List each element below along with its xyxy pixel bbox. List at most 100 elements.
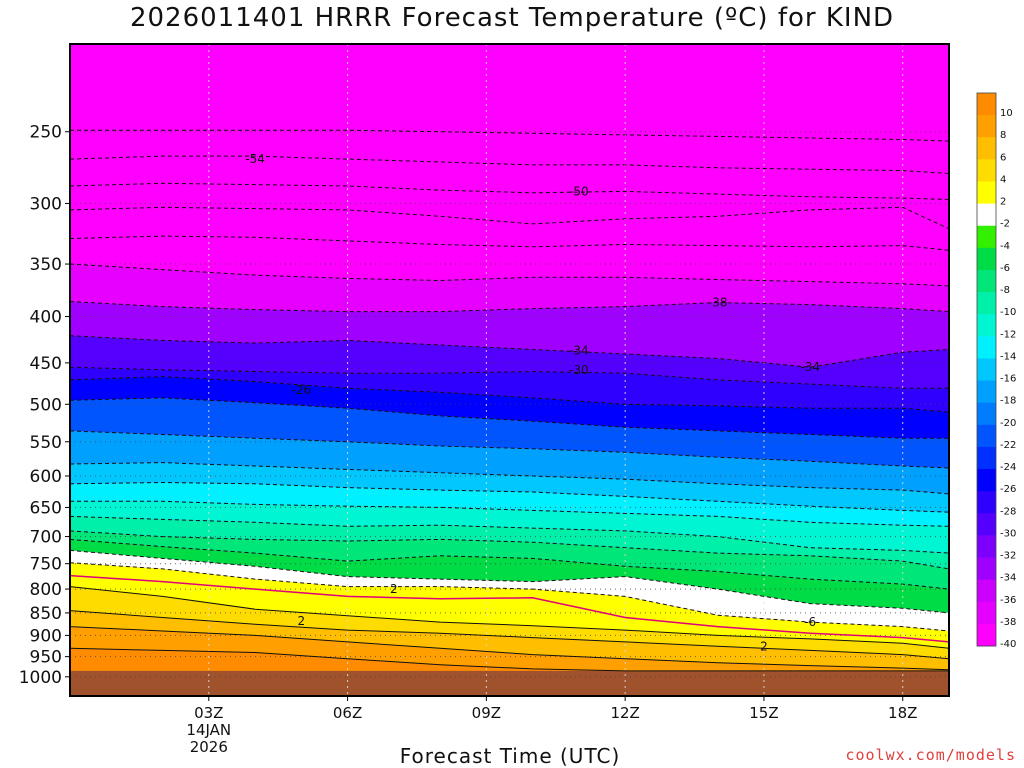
- y-tick-label: 550: [30, 433, 62, 453]
- y-tick-label: 500: [30, 395, 62, 415]
- colorbar-swatch: [977, 137, 996, 160]
- isotherm-line: [70, 376, 949, 413]
- colorbar-swatch: [977, 402, 996, 426]
- temperature-band: [70, 367, 949, 413]
- colorbar-label: -24: [1000, 462, 1016, 473]
- isotherm-line: [70, 574, 949, 643]
- colorbar-label: -34: [1000, 573, 1016, 584]
- isotherm-line: [70, 301, 949, 313]
- y-tick-label: 950: [30, 648, 62, 668]
- y-tick-label: 750: [30, 555, 62, 575]
- temperature-band: [70, 539, 949, 613]
- isotherm-line: [70, 263, 949, 287]
- colorbar-label: -14: [1000, 351, 1016, 362]
- chart-title: 2026011401 HRRR Forecast Temperature (ºC…: [129, 3, 895, 33]
- colorbar-swatch: [977, 424, 996, 448]
- colorbar-frame: [976, 92, 997, 647]
- colorbar-label: 6: [1000, 152, 1006, 163]
- contour-label: -54: [245, 152, 265, 166]
- isotherm-line: [70, 206, 949, 230]
- isotherm-line: [70, 586, 949, 649]
- temperature-band: [70, 530, 949, 590]
- colorbar-swatch: [977, 159, 996, 182]
- contour-label: -26: [292, 383, 312, 397]
- colorbar-label: -26: [1000, 484, 1016, 495]
- isotherm-layer: [70, 129, 949, 672]
- colorbar-swatch: [977, 314, 996, 337]
- colorbar-swatch: [977, 181, 996, 205]
- plot-frame: [69, 43, 950, 697]
- colorbar-label: 8: [1000, 130, 1006, 141]
- isotherm-line: [70, 562, 949, 632]
- temperature-band: [70, 44, 949, 142]
- isotherm-line: [70, 182, 949, 200]
- contour-label: -6: [804, 615, 816, 629]
- isotherm-line: [70, 335, 949, 368]
- temperature-band: [70, 562, 949, 642]
- contour-label-layer: -54 -50 -38 -34 -34 -30 -26 -6 2 2 2: [245, 152, 820, 654]
- temperature-band: [70, 130, 949, 174]
- temperature-band: [70, 301, 949, 368]
- colorbar-label: -18: [1000, 396, 1016, 407]
- x-date-label: 2026: [190, 738, 228, 756]
- contour-label: -34: [800, 360, 820, 374]
- x-tick-label: 09Z: [472, 704, 501, 722]
- isotherm-line: [70, 430, 949, 469]
- colorbar-label: -4: [1000, 241, 1010, 252]
- colorbar-swatch: [977, 491, 996, 514]
- colorbar-swatch: [977, 336, 996, 359]
- y-tick-label: 250: [30, 123, 62, 143]
- temperature-band: [70, 376, 949, 439]
- grid-layer: [70, 44, 949, 696]
- colorbar-swatch: [977, 446, 996, 470]
- y-tick-label: 650: [30, 498, 62, 518]
- contour-label: -38: [708, 296, 728, 310]
- colorbar-swatch: [977, 225, 996, 249]
- colorbar-swatch: [977, 292, 996, 315]
- isotherm-line: [70, 129, 949, 142]
- isotherm-line: [70, 481, 949, 513]
- colorbar-label: -20: [1000, 418, 1016, 429]
- colorbar-label: -8: [1000, 285, 1010, 296]
- colorbar-swatch: [977, 557, 996, 581]
- isotherm-line: [70, 647, 949, 672]
- x-tick-label: 12Z: [610, 704, 639, 722]
- isotherm-line: [70, 626, 949, 671]
- colorbar-swatch: [977, 269, 996, 293]
- y-tick-label: 900: [30, 626, 62, 646]
- colorbar-swatch: [977, 115, 996, 138]
- colorbar-label: -28: [1000, 506, 1016, 517]
- temperature-band: [70, 430, 949, 494]
- temperature-band: [70, 397, 949, 468]
- temperature-band: [70, 516, 949, 569]
- contour-label: 2: [297, 614, 305, 628]
- y-tick-label: 400: [30, 308, 62, 328]
- y-tick-label: 1000: [19, 668, 62, 688]
- ground-below-surface: [70, 670, 949, 696]
- colorbar-label: -16: [1000, 374, 1016, 385]
- y-tick-label: 850: [30, 604, 62, 624]
- colorbar-label: 4: [1000, 174, 1006, 185]
- colorbar-label: -40: [1000, 639, 1016, 650]
- x-date-label: 14JAN: [186, 721, 231, 739]
- isotherm-line: [70, 530, 949, 570]
- contour-label: -30: [569, 363, 589, 377]
- y-tick-label: 800: [30, 580, 62, 600]
- isotherm-line: [70, 235, 949, 251]
- temperature-fill-layer: [70, 44, 949, 696]
- isotherm-line: [70, 366, 949, 389]
- colorbar-swatch: [977, 579, 996, 603]
- temperature-band: [70, 335, 949, 389]
- pressure-axis: 2503003504004505005506006507007508008509…: [19, 123, 70, 688]
- colorbar-swatch: [977, 203, 996, 227]
- temperature-band: [70, 264, 949, 312]
- colorbar-swatch: [977, 469, 996, 492]
- colorbar-label: -22: [1000, 440, 1016, 451]
- temperature-band: [70, 236, 949, 286]
- colorbar-label: 2: [1000, 197, 1006, 208]
- colorbar-swatch: [977, 513, 996, 536]
- x-axis-label: Forecast Time (UTC): [399, 744, 621, 768]
- temperature-band: [70, 482, 949, 527]
